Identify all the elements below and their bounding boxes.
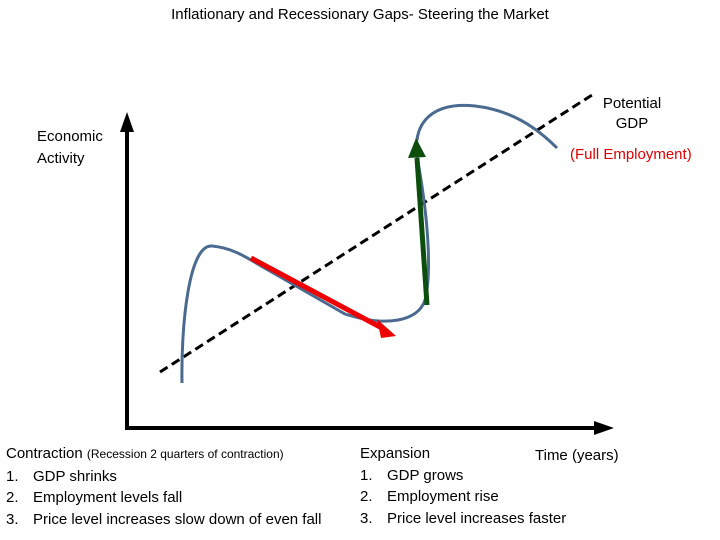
list-item: 1. GDP grows — [360, 465, 566, 487]
expansion-item: GDP grows — [387, 466, 464, 484]
list-item: 3. Price level increases faster — [360, 508, 566, 530]
potential-gdp-label-line-1: Potential — [602, 95, 662, 112]
list-item: 2. Employment levels fall — [6, 487, 321, 509]
diagram-title: Inflationary and Recessionary Gaps- Stee… — [171, 6, 549, 23]
contraction-arrowhead — [377, 319, 396, 338]
contraction-heading-row: Contraction (Recession 2 quarters of con… — [6, 443, 321, 466]
expansion-arrow — [414, 157, 430, 306]
contraction-arrow — [249, 255, 382, 330]
y-axis-arrowhead — [120, 112, 134, 132]
list-number: 2. — [6, 489, 19, 506]
list-item: 2. Employment rise — [360, 486, 566, 508]
contraction-item: GDP shrinks — [33, 467, 117, 485]
list-item: 3. Price level increases slow down of eve… — [6, 509, 321, 531]
list-number: 2. — [360, 488, 373, 505]
expansion-item: Price level increases faster — [387, 509, 567, 527]
potential-gdp-label: Potential GDP — [580, 94, 684, 134]
y-axis-label-line-1: Economic — [37, 128, 103, 145]
business-cycle-curve — [180, 103, 559, 384]
contraction-note: (Recession 2 quarters of contraction) — [86, 447, 284, 461]
y-axis-label: Economic Activity — [37, 126, 103, 170]
potential-gdp-trend-line — [159, 93, 593, 374]
expansion-list: Expansion 1. GDP grows 2. Employment rise … — [360, 443, 566, 529]
potential-gdp-label-line-2: GDP — [615, 115, 649, 132]
expansion-heading: Expansion — [360, 445, 431, 462]
list-number: 1. — [360, 466, 373, 484]
list-number: 1. — [6, 467, 19, 485]
contraction-heading: Contraction — [6, 445, 83, 462]
full-employment-label: (Full Employment) — [570, 146, 692, 163]
expansion-arrowhead — [408, 138, 426, 158]
x-axis-label: Time (years) — [535, 447, 619, 464]
list-number: 3. — [6, 510, 19, 528]
contraction-item: Price level increases slow down of even … — [33, 510, 322, 528]
list-item: 1. GDP shrinks — [6, 466, 321, 488]
expansion-item: Employment rise — [387, 488, 499, 505]
contraction-item: Employment levels fall — [33, 489, 183, 506]
list-number: 3. — [360, 509, 373, 527]
y-axis-label-line-2: Activity — [37, 150, 85, 167]
contraction-list: Contraction (Recession 2 quarters of con… — [6, 443, 321, 530]
x-axis-arrowhead — [594, 421, 614, 435]
